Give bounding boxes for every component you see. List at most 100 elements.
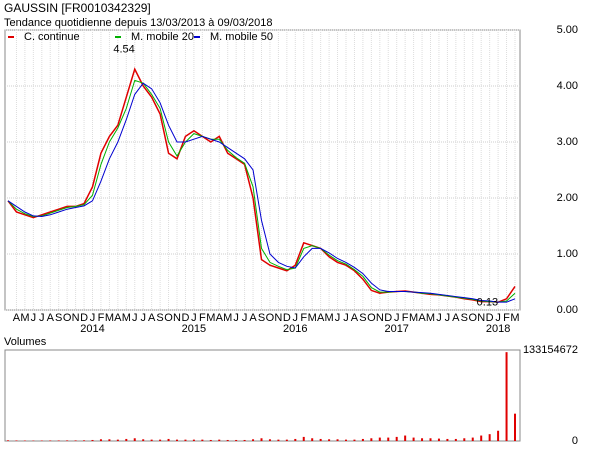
volume-bar — [150, 439, 153, 441]
x-tick-label: S — [55, 312, 62, 324]
volume-bar — [176, 439, 178, 441]
legend-label: M. mobile 20 — [131, 31, 194, 43]
price-line — [7, 67, 516, 303]
volume-bar — [378, 437, 381, 441]
x-tick-label: M — [409, 312, 418, 324]
y-tick-label: 0 — [572, 435, 578, 447]
x-tick-label: J — [436, 312, 442, 324]
x-tick-label: A — [418, 312, 426, 324]
volume-bar — [99, 439, 102, 441]
volume-bar — [133, 438, 136, 441]
x-tick-label: N — [173, 312, 181, 324]
volume-bar — [471, 437, 474, 441]
x-tick-label: O — [468, 312, 477, 324]
volume-bar — [480, 435, 483, 441]
volume-bar — [336, 439, 339, 441]
x-tick-label: M — [20, 312, 29, 324]
volume-bar — [497, 430, 500, 441]
y-tick-label: 5.00 — [557, 24, 578, 36]
x-tick-label: F — [199, 312, 206, 324]
volume-bar — [285, 439, 288, 441]
x-tick-label: A — [148, 312, 156, 324]
x-year-label: 2016 — [283, 323, 307, 335]
x-year-label: 2015 — [182, 323, 206, 335]
x-tick-label: J — [335, 312, 341, 324]
x-tick-label: J — [293, 312, 299, 324]
volume-bar — [294, 438, 297, 441]
x-tick-label: A — [249, 312, 257, 324]
price-line — [7, 82, 516, 303]
x-tick-label: M — [122, 312, 131, 324]
volume-bar — [167, 438, 170, 441]
legend-label: M. mobile 50 — [210, 31, 273, 43]
volume-title: Volumes — [4, 336, 47, 348]
volume-bar — [395, 436, 398, 441]
x-year-label: 2018 — [486, 323, 510, 335]
volume-bar — [218, 439, 221, 441]
volume-bar — [361, 438, 364, 441]
volume-bar — [277, 439, 280, 441]
x-tick-label: J — [90, 312, 96, 324]
x-tick-label: D — [486, 312, 494, 324]
volume-bar — [345, 439, 347, 441]
price-line — [7, 79, 516, 303]
chart-title: GAUSSIN [FR0010342329] — [4, 1, 151, 15]
x-tick-label: O — [266, 312, 275, 324]
volume-bar — [437, 438, 440, 441]
volume-bar — [116, 439, 119, 441]
volume-bar — [505, 352, 508, 441]
x-tick-label: A — [452, 312, 460, 324]
volume-bar — [235, 439, 238, 441]
y-tick-label: 4.00 — [557, 80, 578, 92]
volume-bar — [226, 439, 229, 441]
volume-bar — [446, 438, 449, 441]
volume-bar — [125, 438, 128, 441]
y-tick-label: 0.00 — [557, 304, 578, 316]
x-tick-label: M — [325, 312, 334, 324]
volume-bar — [15, 440, 18, 441]
chart-subtitle: Tendance quotidienne depuis 13/03/2013 à… — [4, 17, 273, 29]
x-tick-label: D — [283, 312, 291, 324]
x-tick-label: J — [31, 312, 37, 324]
volume-bar — [252, 439, 255, 441]
x-tick-label: F — [503, 312, 510, 324]
x-tick-label: J — [140, 312, 146, 324]
x-tick-label: J — [233, 312, 239, 324]
x-tick-label: N — [477, 312, 485, 324]
x-tick-label: F — [98, 312, 105, 324]
x-tick-label: J — [132, 312, 138, 324]
x-tick-label: A — [216, 312, 224, 324]
volume-bar — [421, 438, 424, 441]
x-tick-label: N — [72, 312, 80, 324]
price-frame — [4, 29, 521, 311]
volume-bar — [353, 439, 356, 441]
volume-bar — [370, 438, 373, 441]
volume-bar — [91, 439, 94, 441]
x-tick-label: J — [394, 312, 400, 324]
y-tick-label: 2.00 — [557, 192, 578, 204]
y-tick-label: 133154672 — [523, 344, 578, 356]
x-tick-label: J — [343, 312, 349, 324]
annotation: 0.13 — [477, 297, 498, 309]
x-tick-label: O — [164, 312, 173, 324]
volume-bar — [201, 439, 204, 441]
x-tick-label: A — [13, 312, 21, 324]
x-tick-label: J — [242, 312, 248, 324]
volume-bar — [429, 438, 432, 441]
x-tick-label: A — [351, 312, 359, 324]
x-tick-label: S — [258, 312, 265, 324]
legend-label: C. continue — [24, 31, 80, 43]
x-tick-label: O — [367, 312, 376, 324]
y-tick-label: 1.00 — [557, 248, 578, 260]
y-tick-label: 3.00 — [557, 136, 578, 148]
x-tick-label: O — [63, 312, 72, 324]
x-tick-label: F — [300, 312, 307, 324]
volume-bar — [488, 434, 491, 441]
x-tick-label: J — [445, 312, 451, 324]
volume-bar — [83, 440, 86, 441]
x-tick-label: M — [223, 312, 232, 324]
volume-bar — [319, 438, 322, 441]
volume-bar — [142, 439, 145, 441]
volume-bar — [454, 438, 457, 441]
